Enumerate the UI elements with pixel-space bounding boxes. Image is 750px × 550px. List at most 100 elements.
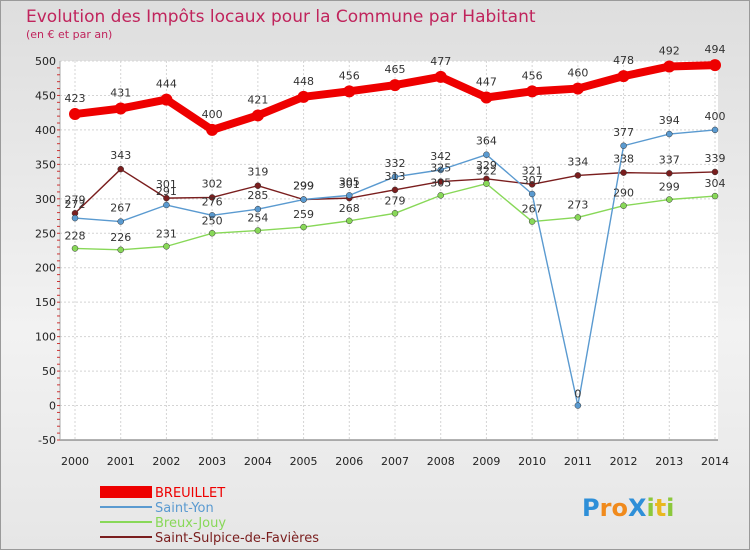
data-point — [69, 108, 81, 121]
x-tick-label: 2014 — [701, 455, 729, 468]
data-point — [117, 165, 124, 173]
data-label: 478 — [613, 54, 634, 67]
data-point — [343, 85, 356, 98]
data-point — [574, 172, 582, 179]
data-label: 460 — [567, 67, 588, 80]
data-label: 250 — [202, 214, 223, 227]
data-label: 377 — [613, 126, 634, 139]
data-label: 226 — [110, 231, 131, 244]
plot-background — [60, 61, 718, 440]
data-label: 447 — [476, 76, 497, 89]
data-point — [391, 173, 399, 181]
data-label: 254 — [247, 212, 268, 225]
x-tick-label: 2011 — [564, 455, 592, 468]
data-label: 291 — [156, 185, 177, 198]
y-tick-label: 300 — [35, 193, 56, 206]
data-label: 299 — [293, 180, 314, 193]
x-tick-label: 2007 — [381, 455, 409, 468]
data-label: 342 — [430, 150, 451, 163]
y-tick-label: 50 — [42, 365, 56, 378]
data-label: 276 — [202, 195, 223, 208]
y-tick-label: 150 — [35, 296, 56, 309]
data-label: 423 — [65, 92, 86, 105]
data-point — [528, 218, 536, 225]
data-label: 338 — [613, 153, 634, 166]
data-point — [117, 246, 124, 254]
data-label: 319 — [247, 166, 268, 179]
y-tick-label: 250 — [35, 227, 56, 240]
data-point — [437, 192, 444, 199]
data-label: 448 — [293, 75, 314, 88]
data-point — [391, 186, 399, 194]
data-point — [208, 194, 216, 201]
legend-label: Breux-Jouy — [155, 516, 226, 531]
data-point — [528, 190, 536, 198]
data-point — [254, 182, 262, 189]
data-point — [254, 205, 262, 213]
data-label: 400 — [705, 110, 726, 123]
data-label: 305 — [339, 175, 360, 188]
x-tick-label: 2010 — [518, 455, 546, 468]
data-label: 321 — [522, 164, 543, 177]
y-tick-label: 500 — [35, 55, 56, 68]
data-point — [528, 181, 536, 188]
x-tick-label: 2003 — [198, 455, 226, 468]
data-point — [206, 123, 219, 136]
data-label: 456 — [522, 69, 543, 82]
data-point — [346, 192, 353, 199]
data-label: 273 — [567, 198, 588, 211]
x-tick-label: 2002 — [152, 455, 180, 468]
x-tick-label: 2009 — [472, 455, 500, 468]
data-point — [300, 223, 307, 231]
data-point — [571, 82, 584, 95]
x-tick-label: 2001 — [107, 455, 135, 468]
data-label: 364 — [476, 135, 497, 148]
data-label: 290 — [613, 187, 634, 200]
data-label: 301 — [339, 178, 360, 191]
data-label: 299 — [293, 180, 314, 193]
data-point — [389, 79, 401, 92]
data-point — [208, 212, 216, 219]
data-point — [483, 180, 490, 187]
data-point — [526, 85, 539, 98]
data-label: 304 — [705, 177, 726, 190]
data-point — [434, 70, 447, 83]
data-point — [208, 230, 216, 237]
plot-area: -50 0 50 100 150 200 250 300 350 400 450 500 2000 200… — [35, 43, 729, 468]
data-point — [163, 201, 170, 209]
data-point — [620, 169, 627, 176]
x-tick-label: 2006 — [335, 455, 363, 468]
data-point — [666, 196, 673, 203]
x-tick-label: 2008 — [427, 455, 455, 468]
y-tick-label: 400 — [35, 124, 56, 137]
data-label: 456 — [339, 69, 360, 82]
data-label: 325 — [430, 162, 451, 175]
data-label: 307 — [522, 174, 543, 187]
data-label: 272 — [65, 198, 86, 211]
data-label: 0 — [574, 388, 581, 401]
chart-subtitle: (en € et par an) — [26, 28, 112, 41]
data-point — [163, 194, 170, 202]
data-label: 334 — [567, 155, 588, 168]
data-point — [666, 170, 673, 177]
data-point — [160, 93, 173, 106]
chart-title: Evolution des Impôts locaux pour la Comm… — [26, 7, 536, 27]
data-label: 302 — [202, 177, 223, 190]
data-point — [620, 142, 627, 150]
data-point — [254, 227, 262, 234]
x-tick-label: 2000 — [61, 455, 89, 468]
data-point — [71, 214, 79, 222]
data-point — [709, 59, 721, 72]
data-point — [117, 218, 124, 225]
data-label: 477 — [430, 55, 451, 68]
data-label: 322 — [476, 165, 497, 178]
y-tick-label: 200 — [35, 262, 56, 275]
data-label: 313 — [385, 170, 406, 183]
data-point — [711, 126, 719, 134]
data-label: 267 — [522, 203, 543, 216]
legend-label: Saint-Sulpice-de-Favières — [155, 531, 319, 546]
y-tick-label: 100 — [35, 331, 56, 344]
legend-label: Saint-Yon — [155, 501, 214, 516]
data-point — [711, 168, 719, 176]
data-label: 329 — [476, 159, 497, 172]
